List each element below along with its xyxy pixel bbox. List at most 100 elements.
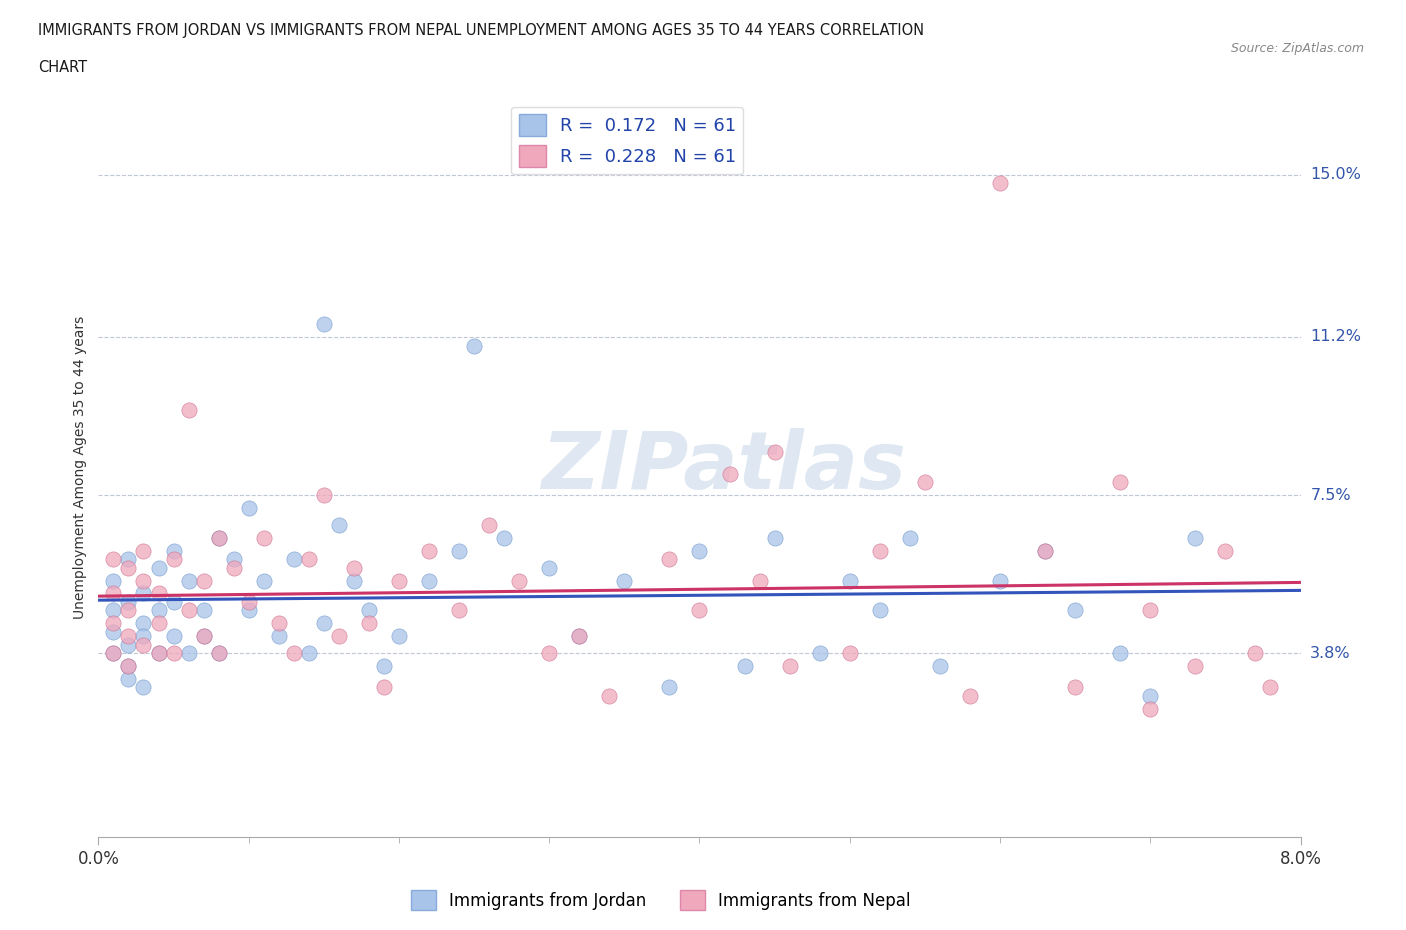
Point <box>1033 543 1056 558</box>
Point <box>208 530 231 545</box>
Point <box>148 645 170 660</box>
Point <box>898 530 921 545</box>
Point <box>253 573 276 588</box>
Point <box>267 629 290 644</box>
Point <box>988 176 1011 191</box>
Point <box>568 629 591 644</box>
Point <box>117 603 139 618</box>
Point <box>658 680 681 695</box>
Point <box>117 658 139 673</box>
Point <box>763 445 786 459</box>
Point <box>117 594 139 609</box>
Point <box>388 573 411 588</box>
Point <box>538 645 561 660</box>
Point <box>928 658 950 673</box>
Point <box>1184 658 1206 673</box>
Point <box>869 603 891 618</box>
Point <box>1244 645 1267 660</box>
Point <box>298 645 321 660</box>
Point <box>208 645 231 660</box>
Point <box>162 543 184 558</box>
Point <box>148 616 170 631</box>
Point <box>463 339 485 353</box>
Point <box>779 658 801 673</box>
Point <box>162 645 184 660</box>
Text: IMMIGRANTS FROM JORDAN VS IMMIGRANTS FROM NEPAL UNEMPLOYMENT AMONG AGES 35 TO 44: IMMIGRANTS FROM JORDAN VS IMMIGRANTS FRO… <box>38 23 924 38</box>
Text: 11.2%: 11.2% <box>1310 329 1361 344</box>
Point <box>208 530 231 545</box>
Point <box>343 560 366 575</box>
Point <box>177 603 200 618</box>
Point <box>312 487 335 502</box>
Point <box>193 629 215 644</box>
Point <box>959 688 981 703</box>
Point <box>103 603 125 618</box>
Point <box>117 551 139 566</box>
Text: 7.5%: 7.5% <box>1310 487 1351 502</box>
Point <box>373 680 395 695</box>
Point <box>162 629 184 644</box>
Point <box>283 645 305 660</box>
Point <box>658 551 681 566</box>
Point <box>132 616 155 631</box>
Point <box>1033 543 1056 558</box>
Point <box>132 680 155 695</box>
Point <box>253 530 276 545</box>
Point <box>373 658 395 673</box>
Point <box>208 645 231 660</box>
Point <box>688 543 710 558</box>
Point <box>478 518 501 533</box>
Point <box>132 573 155 588</box>
Text: ZIPatlas: ZIPatlas <box>541 429 905 506</box>
Point <box>869 543 891 558</box>
Legend: Immigrants from Jordan, Immigrants from Nepal: Immigrants from Jordan, Immigrants from … <box>405 884 917 917</box>
Point <box>148 586 170 601</box>
Point <box>148 603 170 618</box>
Point <box>1260 680 1282 695</box>
Point <box>418 543 440 558</box>
Point <box>103 616 125 631</box>
Point <box>447 543 470 558</box>
Point <box>357 616 380 631</box>
Point <box>117 658 139 673</box>
Point <box>162 594 184 609</box>
Point <box>1139 701 1161 716</box>
Text: 3.8%: 3.8% <box>1310 645 1351 660</box>
Point <box>193 629 215 644</box>
Point <box>117 637 139 652</box>
Point <box>328 629 350 644</box>
Point <box>177 402 200 417</box>
Point <box>1184 530 1206 545</box>
Point <box>267 616 290 631</box>
Point <box>508 573 530 588</box>
Point <box>103 645 125 660</box>
Point <box>988 573 1011 588</box>
Point <box>328 518 350 533</box>
Text: CHART: CHART <box>38 60 87 75</box>
Point <box>914 475 936 490</box>
Point <box>117 629 139 644</box>
Point <box>1109 645 1132 660</box>
Point <box>598 688 620 703</box>
Point <box>238 500 260 515</box>
Point <box>103 573 125 588</box>
Point <box>1064 603 1087 618</box>
Point <box>103 645 125 660</box>
Point <box>177 645 200 660</box>
Point <box>688 603 710 618</box>
Point <box>357 603 380 618</box>
Y-axis label: Unemployment Among Ages 35 to 44 years: Unemployment Among Ages 35 to 44 years <box>73 315 87 619</box>
Point <box>1109 475 1132 490</box>
Point <box>808 645 831 660</box>
Point <box>103 586 125 601</box>
Point <box>447 603 470 618</box>
Point <box>494 530 516 545</box>
Point <box>718 466 741 481</box>
Point <box>312 616 335 631</box>
Point <box>418 573 440 588</box>
Point <box>103 624 125 639</box>
Point <box>1139 688 1161 703</box>
Point <box>1139 603 1161 618</box>
Text: 15.0%: 15.0% <box>1310 167 1361 182</box>
Point <box>838 645 860 660</box>
